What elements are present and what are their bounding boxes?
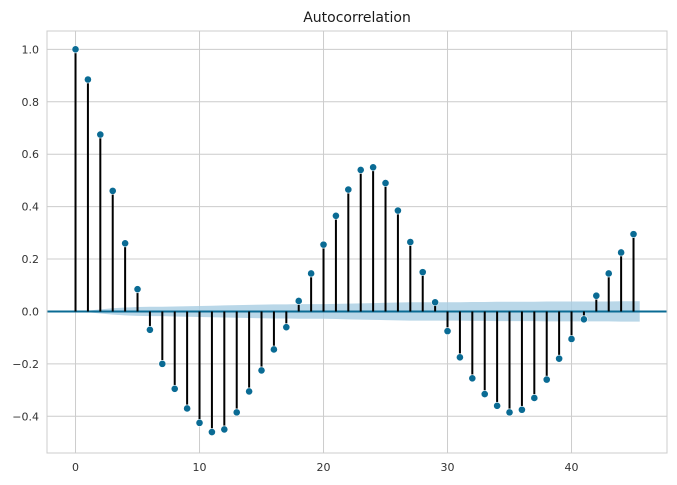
data-point-marker [84,75,92,84]
data-point-marker [146,325,154,334]
y-tick-label: −0.4 [12,410,39,423]
data-point-marker [592,291,601,300]
chart-title: Autocorrelation [303,10,411,26]
data-point-marker [307,269,316,278]
data-point-marker [456,353,464,362]
data-point-marker [71,45,80,54]
data-point-marker [518,405,526,414]
data-point-marker [381,179,390,187]
data-point-marker [294,297,303,305]
data-point-marker [406,238,415,246]
data-point-marker [282,323,291,332]
data-point-marker [604,269,613,278]
data-point-marker [555,354,564,363]
data-point-marker [530,394,539,402]
stems [74,49,635,433]
data-point-marker [208,428,216,436]
y-tick-label: 0.0 [22,305,40,318]
data-point-marker [344,185,353,194]
y-tick-label: 1.0 [22,43,40,56]
data-point-marker [418,268,427,277]
x-tick-label: 20 [317,461,331,474]
data-point-marker [617,248,626,257]
data-point-marker [505,408,514,417]
x-tick-label: 0 [72,461,79,474]
data-point-marker [580,315,588,324]
y-tick-label: 0.4 [22,201,40,214]
y-tick-label: 0.6 [22,148,40,161]
data-point-marker [245,387,254,396]
data-point-marker [170,384,179,393]
data-point-marker [319,240,328,249]
data-point-marker [468,374,477,383]
data-point-marker [195,418,204,427]
data-point-marker [220,425,229,434]
data-point-marker [493,401,502,410]
y-tick-label: −0.2 [12,358,39,371]
data-point-marker [431,298,440,307]
data-point-marker [183,404,192,413]
x-tick-label: 30 [441,461,455,474]
x-tick-labels: 0 10 20 30 40 [72,461,579,474]
data-point-marker [121,239,130,248]
data-point-marker [369,163,378,172]
grid-lines [47,31,667,453]
data-point-marker [332,211,340,220]
data-point-marker [443,327,452,336]
x-tick-label: 40 [565,461,579,474]
data-point-marker [133,285,142,294]
data-point-marker [394,206,402,215]
data-point-marker [158,359,167,368]
data-point-marker [480,390,489,398]
y-tick-label: 0.8 [22,96,40,109]
data-point-marker [356,166,365,174]
y-tick-label: 0.2 [22,253,40,266]
data-point-marker [270,345,278,354]
data-point-marker [542,375,551,384]
axes-frame [46,30,668,454]
data-point-marker [257,366,266,375]
data-point-marker [629,230,638,239]
data-point-marker [96,130,105,139]
data-point-marker [232,408,241,417]
x-tick-label: 10 [193,461,207,474]
markers [71,45,638,436]
y-tick-labels: −0.4 −0.2 0.0 0.2 0.4 0.6 0.8 1.0 [12,43,39,423]
data-point-marker [108,186,117,195]
data-point-marker [567,335,576,343]
